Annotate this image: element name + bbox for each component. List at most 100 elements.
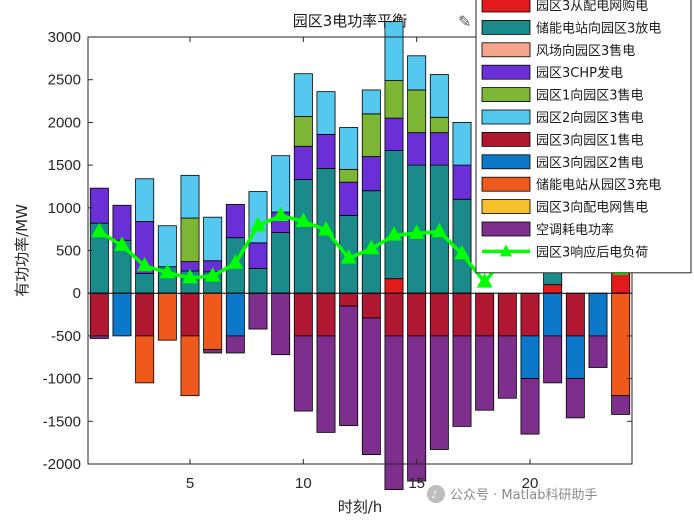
bar-s8-t20 [520,335,540,379]
legend-label-s5: 园区1向园区3售电 [536,88,644,104]
legend-label-s7: 园区3向园区1售电 [536,132,644,148]
legend-swatch-s11 [481,221,531,237]
legend-label-s4: 园区3CHP发电 [536,65,623,81]
legend-swatch-s2 [481,19,531,35]
bar-s7-t20 [520,292,540,337]
bar-s7-t3 [135,292,155,337]
legend-label-s3: 风场向园区3售电 [536,43,635,59]
legend-label-s8: 园区3向园区2售电 [536,155,644,171]
bar-s7-t10 [293,292,313,337]
legend-swatch-s9 [481,176,531,192]
bar-s11-t19 [497,335,517,399]
bar-s5-t15 [407,89,427,134]
load-marker-t2 [114,236,130,251]
y-tick-label: -1000 [43,371,81,388]
y-tick-label: 0 [73,285,81,302]
axes-group: -2000 -1500 -1000 -500 0 500 1000 1500 2000 2500 3… [43,29,633,492]
bar-s11-t6 [203,349,223,354]
bar-s11-t13 [361,317,381,456]
svg-text:♪: ♪ [431,490,437,501]
bar-s8-t7 [225,292,245,337]
bar-s4-t1 [89,187,109,224]
bar-s11-t22 [565,378,585,419]
legend-label-s11: 空调耗电功率 [536,222,614,238]
bar-s7-t17 [452,292,472,337]
bar-s2-t10 [293,179,313,294]
bar-s8-t23 [588,292,608,337]
legend-swatch-s10 [481,199,531,215]
legend-label-s2: 储能电站向园区3放电 [536,20,661,36]
bar-s6-t3 [135,178,155,222]
load-marker-t10 [295,212,312,227]
legend-label-s9: 储能电站从园区3充电 [536,177,661,193]
legend-swatch-s1 [481,0,531,13]
bar-s9-t5 [180,335,200,397]
load-marker-t6 [204,267,221,282]
load-marker-t16 [431,222,448,238]
bar-s4-t16 [429,132,449,166]
y-tick-label: 1500 [48,157,81,174]
bar-s11-t24 [611,395,631,415]
load-marker-t14 [386,226,402,241]
bar-s11-t17 [452,335,472,427]
bar-s7-t14 [384,292,404,337]
watermark-text: 公众号 · Matlab科研助手 [450,488,598,503]
x-axis-label: 时刻/h [338,498,383,516]
bar-s2-t9 [271,232,291,294]
bar-s11-t1 [89,335,109,339]
bar-s1-t14 [384,278,404,294]
bar-s6-t15 [407,55,427,91]
y-axis-label: 有功功率/MW [13,204,31,297]
bar-s11-t14 [384,335,404,491]
y-tick-label: 2000 [48,114,81,131]
bar-s7-t12 [339,292,359,307]
legend-label-s1: 园区3从配电网购电 [536,0,648,14]
bar-s5-t14 [384,80,404,119]
y-tick-label: -1500 [43,413,81,430]
bar-s1-t21 [543,284,563,294]
load-marker-t15 [408,224,425,239]
bar-s2-t3 [135,273,155,294]
legend-swatch-s4 [481,64,531,80]
bar-s6-t12 [339,127,359,170]
x-tick-label: 5 [186,475,194,492]
bar-s4-t14 [384,117,404,151]
chart-legend: 园区3从配电网购电储能电站向园区3放电风场向园区3售电园区3CHP发电园区1向园… [475,0,692,274]
bar-s7-t18 [475,292,495,337]
legend-swatch-s8 [481,154,531,170]
bar-s7-t11 [316,292,336,337]
load-marker-t4 [159,263,176,279]
bar-s6-t4 [157,225,177,268]
load-marker-t12 [340,249,357,264]
bar-s7-t22 [565,292,585,337]
bar-s4-t15 [407,132,427,166]
bar-s4-t17 [452,164,472,200]
bar-s7-t15 [407,292,427,337]
y-tick-label: -500 [51,328,81,345]
bar-s6-t13 [361,89,381,115]
bar-series-group [89,21,631,491]
bar-s11-t23 [588,335,608,368]
legend-swatch-s5 [481,87,531,102]
load-marker-t7 [227,254,244,269]
bar-s5-t5 [180,217,200,263]
load-marker-t9 [272,206,289,221]
load-marker-t11 [318,220,334,236]
bar-s11-t21 [543,335,563,384]
brush-icon[interactable]: ✎ [458,12,471,31]
bar-s11-t10 [293,335,313,412]
bar-s7-t16 [429,292,449,337]
legend-label-s12: 园区3响应后电负荷 [536,244,648,260]
bar-s7-t13 [361,292,381,319]
bar-s6-t6 [203,216,223,262]
bar-s6-t5 [180,174,200,219]
bar-s11-t11 [316,335,336,433]
legend-swatch-s6 [481,109,531,125]
bar-s11-t16 [429,335,449,450]
load-marker-t13 [363,239,380,255]
load-marker-t18 [476,273,493,288]
bar-s6-t17 [452,122,472,166]
legend-label-s6: 园区2向园区3售电 [536,110,644,126]
bar-s4-t10 [293,145,313,181]
